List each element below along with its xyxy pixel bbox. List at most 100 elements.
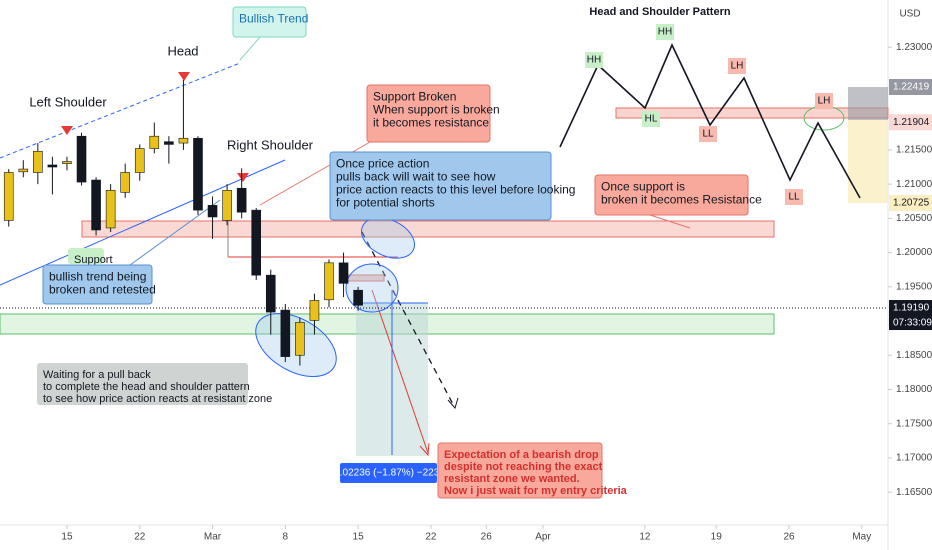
price-badge: [889, 300, 932, 317]
y-tick-label: 1.23000: [896, 42, 932, 53]
annotation-text: Bullish Trend: [239, 12, 308, 26]
annotation-text: Once price action: [336, 157, 429, 171]
annotation-box: [37, 363, 248, 405]
pattern-label-bg: [585, 52, 603, 68]
x-tick-label: Apr: [535, 532, 551, 543]
pointer: [649, 214, 691, 229]
y-tick-label: 1.19500: [896, 281, 932, 292]
candle-body: [295, 322, 305, 356]
annotation-box: [594, 174, 749, 216]
candle-body: [18, 168, 29, 173]
candle-body: [222, 189, 232, 221]
x-tick-label: Mar: [204, 532, 222, 543]
marker-triangle: [178, 72, 190, 81]
annotation-box: [232, 6, 307, 38]
x-tick-label: 26: [481, 532, 493, 543]
annotation-text: Waiting for a pull back: [43, 369, 151, 381]
y-tick-label: 1.18000: [896, 384, 932, 395]
candle-body: [324, 262, 334, 301]
pattern-zigzag: [559, 43, 861, 199]
y-tick-label: 1.18500: [896, 350, 932, 361]
resistance-zone: [81, 220, 775, 238]
pattern-label: LH: [731, 61, 744, 72]
annotation-text: to complete the head and shoulder patter…: [43, 381, 250, 393]
marker-triangle: [237, 173, 249, 182]
annotation-text: bullish trend being: [49, 270, 146, 284]
candle-body: [149, 135, 160, 149]
price-badge: [889, 194, 932, 211]
candle-body: [105, 189, 116, 229]
highlight: [361, 217, 415, 259]
annotation-text: to see how price action reacts at resist…: [43, 393, 272, 405]
annotation-text: Expectation of a bearish drop: [444, 449, 599, 461]
candle-body: [178, 137, 189, 144]
x-tick-label: 12: [639, 532, 651, 543]
candle-body: [33, 150, 43, 173]
price-badge: [889, 114, 932, 131]
annotation-text: despite not reaching the exact: [444, 461, 603, 473]
candle-body: [120, 172, 130, 193]
pattern-title: Head and Shoulder Pattern: [589, 6, 730, 18]
price-badge-label: 1.20725: [893, 198, 930, 209]
pattern-label-bg: [785, 189, 803, 205]
candle-body: [207, 205, 218, 218]
pattern-label: HH: [658, 27, 672, 38]
annotation-text: Support: [74, 254, 113, 266]
target-box: [848, 120, 888, 203]
pattern-label-bg: [642, 111, 660, 127]
y-tick-label: 1.16500: [896, 487, 932, 498]
price-badge-label: 1.21904: [893, 117, 930, 128]
trend-line: [0, 159, 286, 286]
stop-box: [848, 87, 888, 120]
x-tick-label: May: [852, 532, 871, 543]
candle-body: [193, 137, 203, 211]
drop-arrow: [371, 289, 429, 454]
x-tick-label: 15: [61, 532, 73, 543]
x-tick-label: 22: [134, 532, 146, 543]
annotation-text: Support Broken: [373, 90, 456, 104]
countdown-bg: [889, 316, 932, 331]
y-tick-label: 1.20000: [896, 247, 932, 258]
annotation-text: it becomes resistance: [373, 116, 489, 130]
annotation-text: Left Shoulder: [29, 94, 107, 109]
price-badge-label: 1.22419: [893, 82, 930, 93]
measure-label: −0.02236 (−1.87%) −223.6: [328, 468, 448, 479]
candle-body: [3, 172, 14, 221]
candle-body: [134, 148, 145, 173]
annotation-text: for potential shorts: [336, 196, 435, 210]
candle-body: [251, 209, 262, 276]
x-tick-label: 15: [353, 532, 365, 543]
y-tick-label: 1.17000: [896, 453, 932, 464]
annotation-box: [329, 151, 552, 221]
candle-body: [265, 274, 276, 313]
price-badge-label: 1.19190: [893, 303, 930, 314]
annotation-text: Now i just wait for my entry criteria: [444, 485, 628, 497]
pattern-label-bg: [728, 58, 746, 74]
annotation-text: pulls back will wait to see how: [336, 170, 496, 184]
y-tick-label: 1.21500: [896, 145, 932, 156]
countdown: 07:33:09: [893, 318, 932, 329]
pointer: [129, 199, 221, 266]
pattern-label: HH: [587, 55, 601, 66]
y-tick-label: 1.17500: [896, 418, 932, 429]
y-tick-label: 1.21000: [896, 179, 932, 190]
annotation-text: price action reacts to this level before…: [336, 183, 575, 197]
x-tick-label: 22: [425, 532, 437, 543]
projection: [361, 231, 456, 409]
candle-body: [62, 161, 72, 164]
annotation-box: [42, 264, 153, 305]
pattern-label-bg: [699, 126, 717, 142]
pattern-label: LL: [788, 192, 800, 203]
candle-body: [338, 262, 349, 284]
x-tick-label: 26: [783, 532, 795, 543]
candle-body: [164, 141, 174, 145]
currency: USD: [899, 9, 920, 20]
pattern-label: LH: [818, 96, 831, 107]
annotation-box: [68, 248, 104, 264]
annotation-text: Right Shoulder: [227, 137, 314, 152]
x-tick-label: 8: [283, 532, 289, 543]
candle-body: [353, 289, 363, 306]
measure-badge: [340, 463, 437, 483]
annotation-text: When support is broken: [373, 103, 500, 117]
